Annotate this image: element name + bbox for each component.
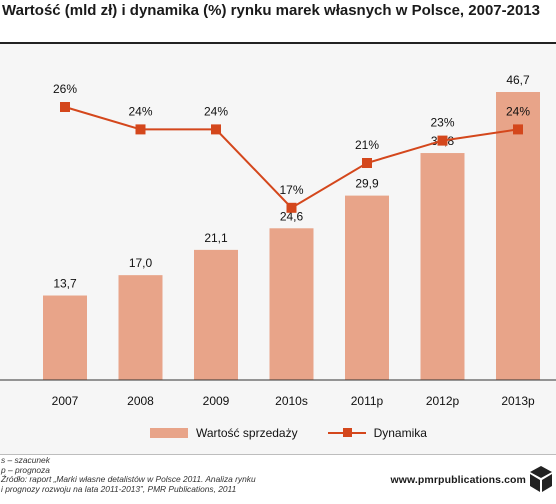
- x-tick-label: 2012p: [426, 394, 460, 408]
- bar-value-label: 24,6: [280, 209, 304, 223]
- bar-value-label: 13,7: [53, 277, 77, 291]
- footnote-line: i prognozy rozwoju na lata 2011-2013”, P…: [1, 483, 237, 494]
- footnote-line: s – szacunek: [1, 455, 50, 465]
- line-marker: [286, 202, 297, 213]
- x-tick-label: 2009: [203, 394, 230, 408]
- line-value-label: 24%: [506, 104, 530, 118]
- x-tick-label: 2010s: [275, 394, 308, 408]
- bar-value-label: 29,9: [355, 177, 379, 191]
- bar: [43, 295, 87, 380]
- legend-swatch-line: [327, 428, 366, 438]
- line-marker: [60, 102, 70, 112]
- line-value-label: 24%: [128, 104, 152, 118]
- footnote-line: Źródło: raport „Marki własne detalistów …: [1, 474, 256, 485]
- footnotes: s – szacunek p – prognoza Źródło: raport…: [1, 455, 256, 494]
- legend-square-marker: [342, 428, 352, 437]
- x-tick-label: 2008: [127, 394, 154, 408]
- line-marker: [513, 124, 523, 135]
- line-marker: [437, 135, 448, 146]
- legend-label-line: Dynamika: [373, 426, 427, 440]
- bar: [345, 195, 389, 380]
- chart-title: Wartość (mld zł) i dynamika (%) rynku ma…: [2, 2, 540, 19]
- line-value-label: 21%: [355, 138, 379, 152]
- x-tick-label: 2013p: [501, 394, 535, 408]
- line-value-label: 23%: [430, 116, 454, 130]
- footnote-line: p – prognoza: [1, 464, 50, 475]
- x-tick-label: 2011p: [351, 394, 384, 408]
- bar-value-label: 46,7: [506, 73, 530, 87]
- combo-chart: 13,7 2007 17,0 2008 21,1 2009 24,6 2010s 29,9 201…: [0, 73, 556, 408]
- line-value-label: 17%: [279, 183, 303, 197]
- line-value-label: 24%: [204, 104, 228, 118]
- x-tick-label: 2007: [52, 394, 79, 408]
- line-marker: [362, 158, 372, 168]
- website-link[interactable]: www.pmrpublications.com: [390, 474, 526, 486]
- legend: Wartość sprzedaży Dynamika: [150, 426, 427, 440]
- bar: [118, 275, 163, 380]
- legend-swatch-bar: [150, 428, 188, 438]
- cube-icon: [530, 466, 552, 492]
- bar: [496, 92, 540, 380]
- bar: [194, 249, 238, 380]
- line-marker: [211, 124, 221, 135]
- bar-value-label: 17,0: [129, 256, 153, 270]
- line-value-label: 26%: [53, 82, 77, 96]
- title-divider: [0, 42, 556, 44]
- legend-label-bar: Wartość sprzedaży: [196, 426, 298, 440]
- bar: [420, 153, 465, 380]
- line-marker: [135, 124, 146, 135]
- footer-divider: [0, 454, 556, 455]
- bar: [269, 228, 314, 380]
- bar-value-label: 21,1: [204, 231, 228, 245]
